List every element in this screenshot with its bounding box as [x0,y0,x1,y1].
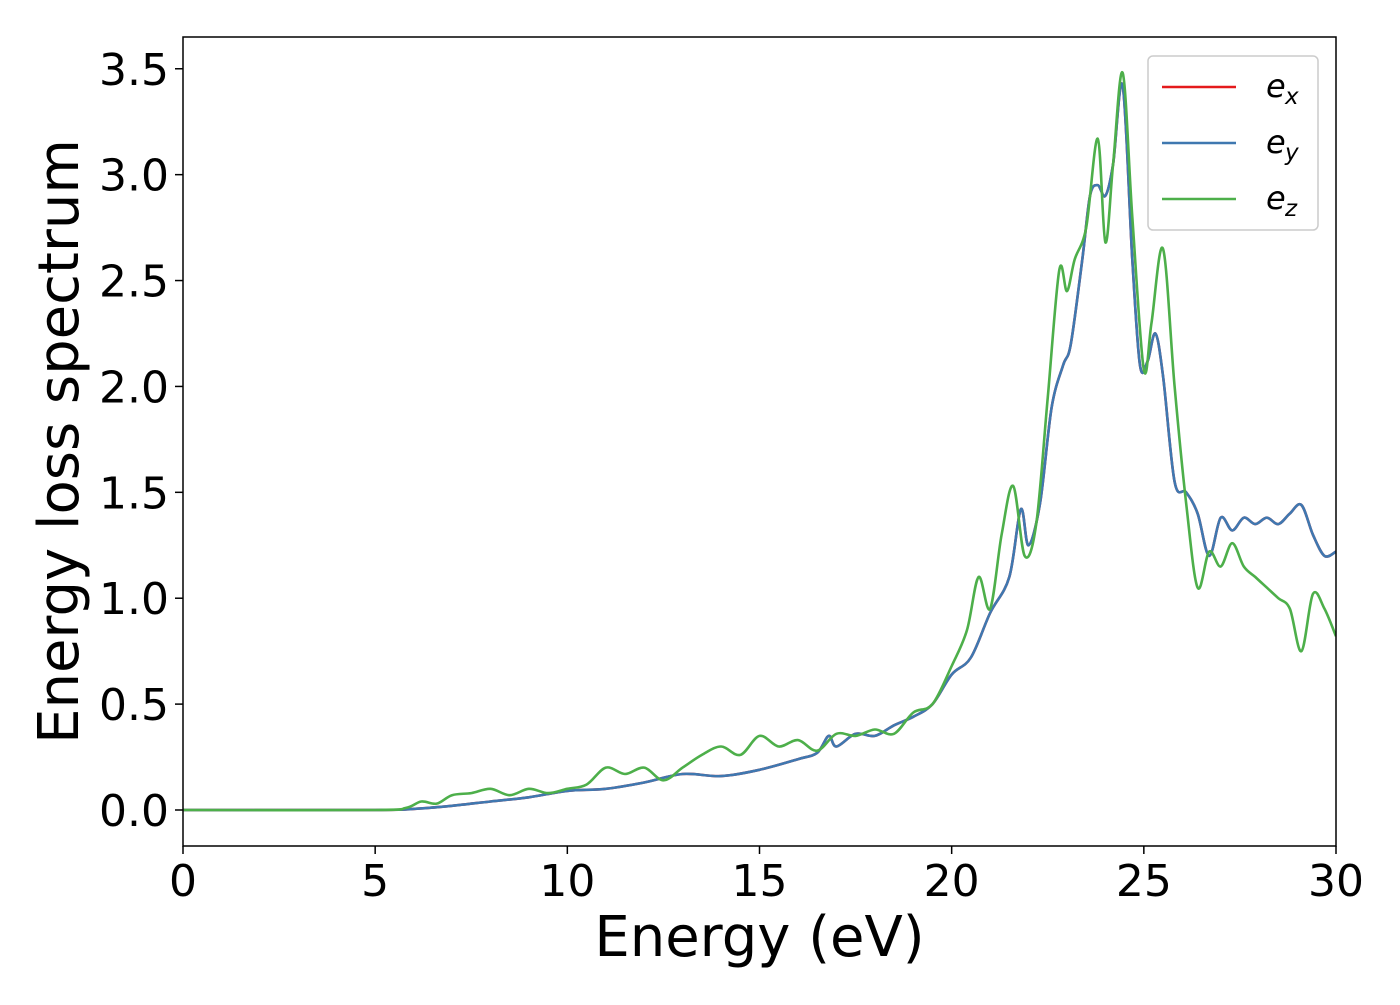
series-line-e-z [183,71,1336,812]
legend-label-subscript: y [1284,140,1299,166]
y-tick-label: 2.5 [99,257,169,308]
x-tick-label: 20 [924,856,980,907]
legend-items: e xe ye z [1162,67,1299,222]
series-line-e-y [183,82,1336,812]
y-tick-label: 0.0 [99,786,169,837]
legend-label-subscript: z [1284,196,1298,222]
x-tick-label: 15 [732,856,788,907]
y-tick-label: 2.0 [99,362,169,413]
y-tick-label: 0.5 [99,680,169,731]
legend: e xe ye z [1147,55,1319,231]
y-tick-label: 1.0 [99,574,169,625]
x-tick-label: 25 [1116,856,1172,907]
series-layer [183,71,1336,812]
tick-layer: 0 5 10 15 20 25 30 0.0 0.5 1.0 1.5 2.0 2.5 3.0 3.5 [99,45,1364,907]
legend-label: e [1266,179,1286,217]
x-axis-title: Energy (eV) [594,905,924,970]
x-tick-label: 5 [361,856,389,907]
y-tick-label: 3.5 [99,45,169,96]
x-tick-label: 0 [169,856,197,907]
legend-label: e [1266,123,1286,161]
y-tick-label: 1.5 [99,468,169,519]
y-axis-title: Energy loss spectrum [27,139,92,744]
x-tick-label: 10 [539,856,595,907]
x-tick-label: 30 [1308,856,1364,907]
legend-label: e [1266,67,1286,105]
y-tick-label: 3.0 [99,151,169,202]
legend-label-subscript: x [1284,84,1299,110]
